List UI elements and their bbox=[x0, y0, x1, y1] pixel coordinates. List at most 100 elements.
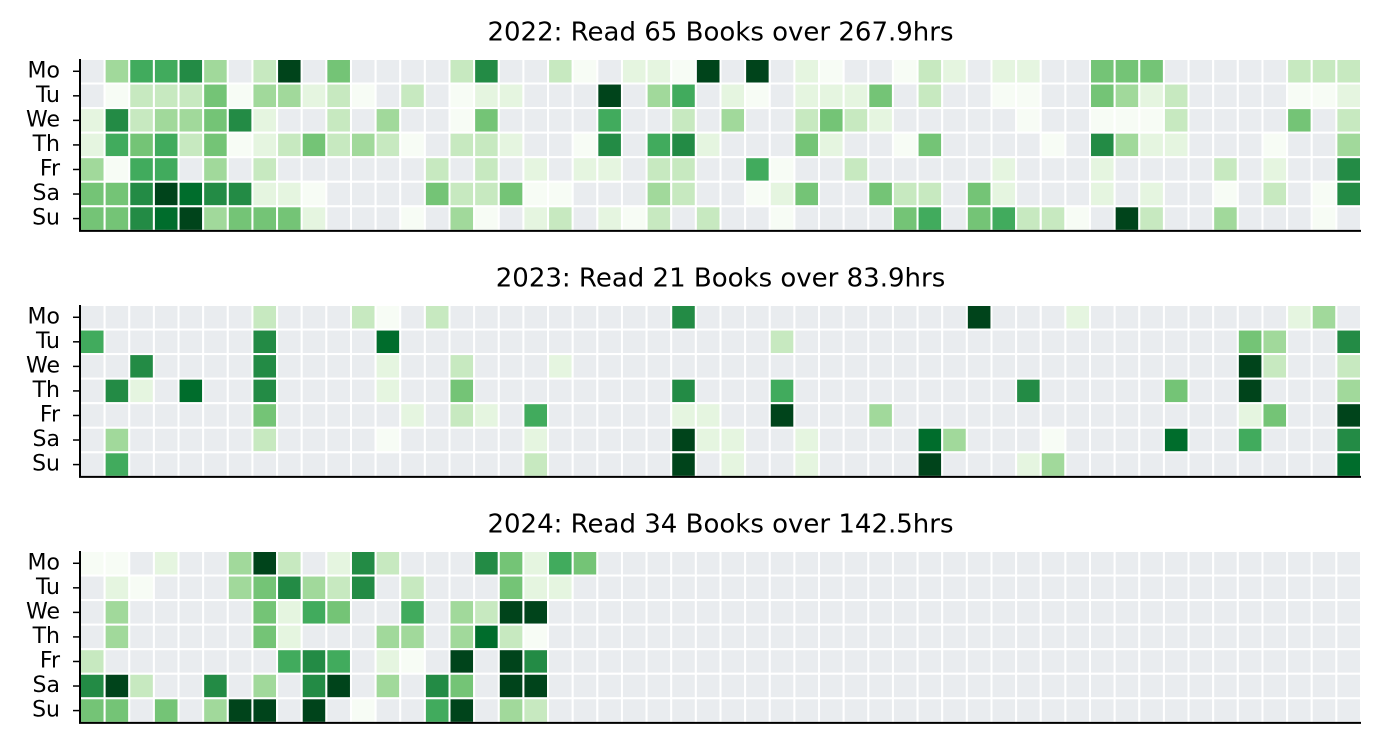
heatmap-cell bbox=[1113, 377, 1141, 405]
heatmap-cell bbox=[1089, 107, 1116, 134]
heatmap-cell bbox=[571, 697, 599, 724]
heatmap-cell bbox=[965, 353, 993, 380]
heatmap-cell bbox=[571, 426, 599, 454]
row-label: Su bbox=[32, 206, 60, 231]
heatmap-cell bbox=[473, 426, 500, 454]
heatmap-cell bbox=[473, 82, 500, 110]
heatmap-cell bbox=[1236, 672, 1264, 700]
heatmap-cell bbox=[867, 402, 894, 429]
heatmap-cell bbox=[818, 82, 845, 110]
heatmap-cell bbox=[916, 131, 944, 159]
heatmap-cell bbox=[79, 107, 106, 134]
heatmap-cell bbox=[1039, 377, 1067, 405]
heatmap-cell bbox=[177, 156, 205, 183]
heatmap-cell bbox=[1236, 304, 1264, 331]
heatmap-cell bbox=[941, 353, 968, 380]
heatmap-cell bbox=[1310, 328, 1338, 356]
heatmap-cell bbox=[374, 107, 402, 134]
heatmap-cell bbox=[448, 156, 476, 183]
heatmap-cell bbox=[497, 623, 525, 651]
heatmap-cell bbox=[1064, 156, 1092, 183]
heatmap-cell bbox=[571, 550, 599, 577]
heatmap-cell bbox=[645, 131, 673, 159]
heatmap-cell bbox=[1064, 574, 1092, 602]
heatmap-cell bbox=[941, 156, 968, 183]
heatmap-cell bbox=[103, 328, 131, 356]
heatmap-cell bbox=[596, 58, 623, 85]
heatmap-cell bbox=[349, 697, 377, 724]
heatmap-cell bbox=[694, 156, 722, 183]
heatmap-cell bbox=[941, 304, 968, 331]
heatmap-cell bbox=[152, 205, 180, 232]
heatmap-cell bbox=[251, 697, 279, 724]
heatmap-cell bbox=[251, 107, 279, 134]
heatmap-cell bbox=[226, 402, 254, 429]
heatmap-cell bbox=[867, 672, 894, 700]
heatmap-cell bbox=[497, 672, 525, 700]
heatmap-cell bbox=[670, 623, 697, 651]
heatmap-cell bbox=[103, 180, 131, 208]
heatmap-cell bbox=[941, 402, 968, 429]
heatmap-cell bbox=[226, 156, 254, 183]
heatmap-cell bbox=[990, 58, 1018, 85]
heatmap-cell bbox=[1064, 107, 1092, 134]
heatmap-cell bbox=[202, 648, 229, 675]
heatmap-cell bbox=[891, 58, 919, 85]
heatmap-cell bbox=[645, 180, 673, 208]
heatmap-panel-1: 2023: Read 21 Books over 83.9hrs MoTuWeTh… bbox=[26, 264, 1362, 478]
heatmap-cell bbox=[79, 156, 106, 183]
heatmap-cell bbox=[1015, 205, 1042, 232]
heatmap-cell bbox=[473, 58, 500, 85]
heatmap-cell bbox=[448, 574, 476, 602]
heatmap-cell bbox=[325, 599, 352, 626]
heatmap-cell bbox=[571, 82, 599, 110]
row-label: Tu bbox=[35, 83, 60, 108]
heatmap-cell bbox=[941, 82, 968, 110]
heatmap-cell bbox=[300, 574, 328, 602]
heatmap-cell bbox=[670, 426, 697, 454]
heatmap-cell bbox=[473, 451, 500, 478]
heatmap-cell bbox=[1261, 426, 1289, 454]
heatmap-cell bbox=[276, 180, 303, 208]
heatmap-cell bbox=[744, 377, 771, 405]
heatmap-cell bbox=[251, 377, 279, 405]
heatmap-cell bbox=[793, 156, 821, 183]
heatmap-cell bbox=[1162, 304, 1190, 331]
heatmap-cell bbox=[547, 623, 574, 651]
heatmap-cell bbox=[522, 353, 550, 380]
heatmap-cell bbox=[916, 599, 944, 626]
heatmap-cell bbox=[1015, 599, 1042, 626]
heatmap-cell bbox=[1138, 107, 1165, 134]
heatmap-cell bbox=[768, 328, 796, 356]
heatmap-cell bbox=[128, 550, 155, 577]
heatmap-cell bbox=[1064, 58, 1092, 85]
heatmap-cell bbox=[1335, 550, 1362, 577]
heatmap-cell bbox=[1261, 451, 1289, 478]
heatmap-cell bbox=[79, 402, 106, 429]
heatmap-cell bbox=[1310, 205, 1338, 232]
heatmap-cell bbox=[1138, 623, 1165, 651]
heatmap-cell bbox=[423, 672, 451, 700]
heatmap-cell bbox=[473, 205, 500, 232]
heatmap-cell bbox=[177, 180, 205, 208]
heatmap-cell bbox=[867, 623, 894, 651]
heatmap-cell bbox=[79, 697, 106, 724]
heatmap-cell bbox=[349, 328, 377, 356]
heatmap-cell bbox=[1138, 599, 1165, 626]
heatmap-cell bbox=[202, 574, 229, 602]
heatmap-cell bbox=[1039, 402, 1067, 429]
heatmap-cell bbox=[916, 623, 944, 651]
heatmap-cell bbox=[867, 205, 894, 232]
heatmap-cell bbox=[990, 107, 1018, 134]
heatmap-cell bbox=[1162, 58, 1190, 85]
heatmap-cell bbox=[473, 131, 500, 159]
heatmap-cell bbox=[1113, 353, 1141, 380]
heatmap-cell bbox=[1310, 156, 1338, 183]
heatmap-cell bbox=[128, 205, 155, 232]
heatmap-cell bbox=[744, 58, 771, 85]
heatmap-cell bbox=[1162, 180, 1190, 208]
heatmap-cell bbox=[128, 426, 155, 454]
heatmap-cell bbox=[1039, 574, 1067, 602]
heatmap-cell bbox=[1015, 82, 1042, 110]
heatmap-cell bbox=[1039, 697, 1067, 724]
